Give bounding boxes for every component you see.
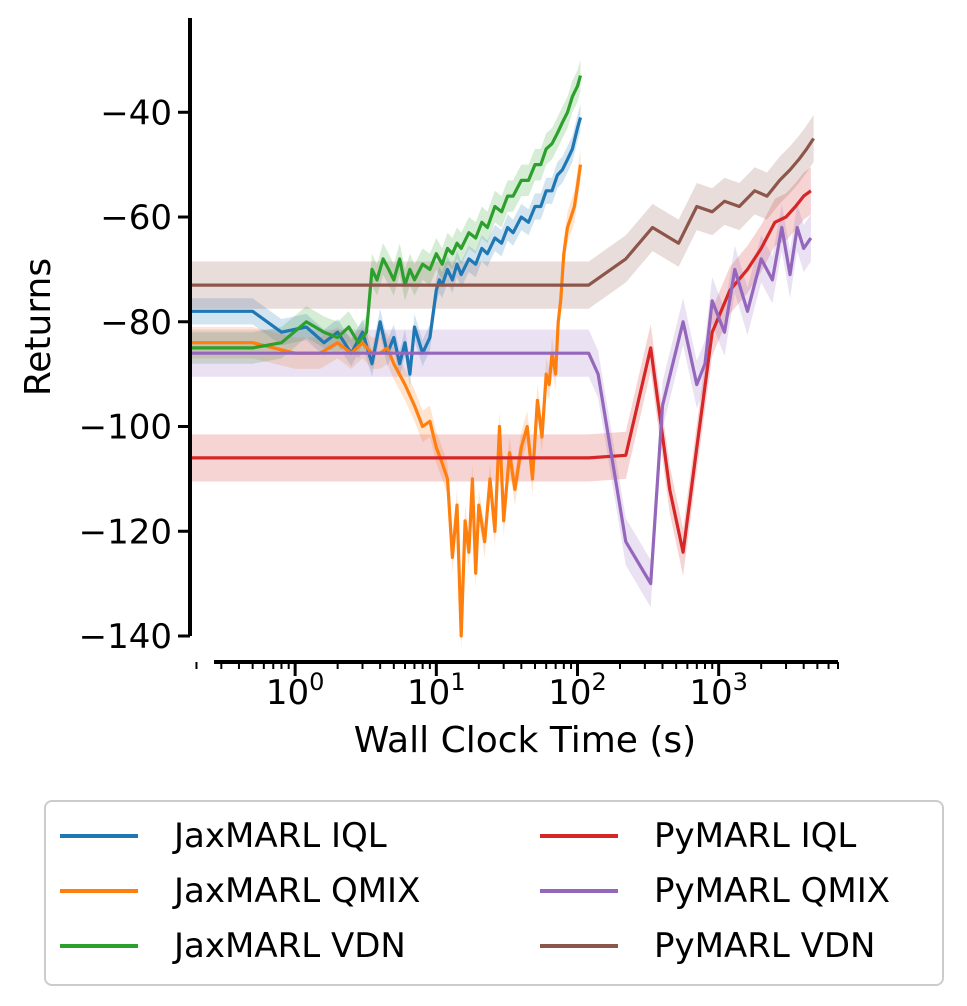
x-axis-ticks: 100 101 102 103 (195, 662, 839, 713)
legend-item: PyMARL VDN (540, 926, 875, 966)
band-jaxmarl-iql (190, 104, 581, 388)
legend-item: JaxMARL IQL (60, 816, 387, 856)
x-axis-label: Wall Clock Time (s) (354, 720, 696, 761)
legend-item: JaxMARL VDN (60, 926, 406, 966)
legend-swatch (540, 889, 618, 893)
y-tick-label: −60 (100, 198, 172, 238)
legend-swatch (60, 889, 138, 893)
legend-label: PyMARL IQL (654, 816, 857, 856)
y-axis-label: Returns (18, 258, 59, 396)
legend-item: JaxMARL QMIX (60, 871, 420, 911)
legend-swatch (540, 944, 618, 948)
y-tick-label: −40 (100, 93, 172, 133)
band-pymarl-iql (190, 167, 811, 576)
y-axis-ticks: −40 −60 −80 −100 −120 −140 (79, 93, 190, 657)
line-pymarl-iql (190, 189, 812, 554)
band-pymarl-vdn (190, 114, 814, 309)
legend-item: PyMARL IQL (540, 816, 856, 856)
x-tick-label: 102 (548, 668, 607, 713)
x-tick-label: 100 (266, 668, 325, 713)
legend-label: PyMARL VDN (654, 926, 876, 966)
legend-swatch (540, 834, 618, 838)
line-chart: −40 −60 −80 −100 −120 −140 100 101 102 103 Wall … (18, 18, 839, 761)
legend-swatch (60, 944, 138, 948)
line-jaxmarl-vdn (190, 75, 583, 350)
x-tick-label: 101 (407, 668, 466, 713)
y-tick-label: −80 (100, 303, 172, 343)
legend-item: PyMARL QMIX (540, 871, 890, 911)
line-pymarl-qmix (190, 225, 813, 586)
y-tick-label: −120 (79, 512, 172, 552)
legend-label: JaxMARL VDN (174, 926, 406, 966)
legend-label: PyMARL QMIX (654, 871, 891, 911)
series-lines (190, 75, 815, 638)
x-tick-label: 103 (689, 668, 748, 713)
legend-label: JaxMARL QMIX (174, 871, 421, 911)
legend: JaxMARL IQL JaxMARL QMIX JaxMARL VDN PyMARL… (44, 800, 944, 986)
y-tick-label: −140 (79, 617, 172, 657)
line-jaxmarl-iql (190, 117, 583, 376)
legend-swatch (60, 834, 138, 838)
line-jaxmarl-qmix (190, 164, 583, 638)
uncertainty-bands (190, 59, 814, 652)
y-tick-label: −100 (79, 408, 172, 448)
legend-label: JaxMARL IQL (174, 816, 387, 856)
line-pymarl-vdn (190, 137, 815, 287)
